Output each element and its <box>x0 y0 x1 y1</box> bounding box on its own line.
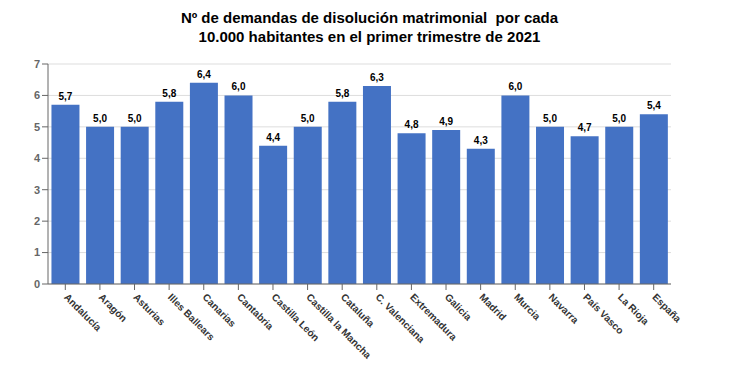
svg-text:Canarias: Canarias <box>200 292 238 330</box>
svg-text:Navarra: Navarra <box>547 292 581 326</box>
html-text:Nº de demandas de disolución m: Nº de demandas de disolución matrimonial… <box>180 9 559 26</box>
svg-text:4,4: 4,4 <box>266 132 280 143</box>
svg-text:Cataluña: Cataluña <box>339 292 377 330</box>
svg-text:5: 5 <box>34 121 40 133</box>
svg-text:6,3: 6,3 <box>370 72 384 83</box>
svg-text:5,8: 5,8 <box>335 88 349 99</box>
svg-text:5,0: 5,0 <box>543 113 557 124</box>
svg-text:Madrid: Madrid <box>477 292 508 323</box>
svg-text:1: 1 <box>34 246 40 258</box>
svg-text:0: 0 <box>34 278 40 290</box>
svg-text:Murcia: Murcia <box>512 292 543 323</box>
svg-text:Illes Ballears: Illes Ballears <box>165 291 217 343</box>
svg-text:Castilla la Mancha: Castilla la Mancha <box>304 292 373 361</box>
svg-text:La Rioja: La Rioja <box>616 292 652 328</box>
svg-text:Extremadura: Extremadura <box>408 291 460 343</box>
svg-text:Andalucía: Andalucía <box>62 291 104 334</box>
svg-text:5,0: 5,0 <box>93 113 107 124</box>
svg-text:6: 6 <box>34 89 40 101</box>
svg-text:5,8: 5,8 <box>162 88 176 99</box>
svg-text:4: 4 <box>34 152 41 164</box>
svg-text:3: 3 <box>34 184 40 196</box>
svg-text:4,3: 4,3 <box>474 135 488 146</box>
svg-text:País Vasco: País Vasco <box>581 291 626 337</box>
svg-text:Cantabria: Cantabria <box>235 292 276 333</box>
svg-text:España: España <box>650 292 683 325</box>
svg-text:4,9: 4,9 <box>439 116 453 127</box>
html-text:10.000 habitantes en el primer: 10.000 habitantes en el primer trimestre… <box>198 28 541 45</box>
svg-text:6,4: 6,4 <box>197 69 211 80</box>
svg-text:6,0: 6,0 <box>508 81 522 92</box>
svg-text:Aragón: Aragón <box>97 292 130 325</box>
svg-text:2: 2 <box>34 215 40 227</box>
svg-text:6,0: 6,0 <box>232 81 246 92</box>
svg-text:5,4: 5,4 <box>647 100 661 111</box>
svg-text:Asturias: Asturias <box>131 292 167 328</box>
svg-text:5,7: 5,7 <box>59 91 73 102</box>
svg-text:Castilla León: Castilla León <box>269 291 322 344</box>
svg-text:Galicia: Galicia <box>443 292 474 323</box>
svg-text:4,8: 4,8 <box>405 119 419 130</box>
svg-text:C. Valenciana: C. Valenciana <box>373 291 427 345</box>
svg-text:7: 7 <box>34 58 40 70</box>
svg-text:5,0: 5,0 <box>301 113 315 124</box>
svg-text:5,0: 5,0 <box>612 113 626 124</box>
svg-text:4,7: 4,7 <box>578 122 592 133</box>
svg-text:5,0: 5,0 <box>128 113 142 124</box>
